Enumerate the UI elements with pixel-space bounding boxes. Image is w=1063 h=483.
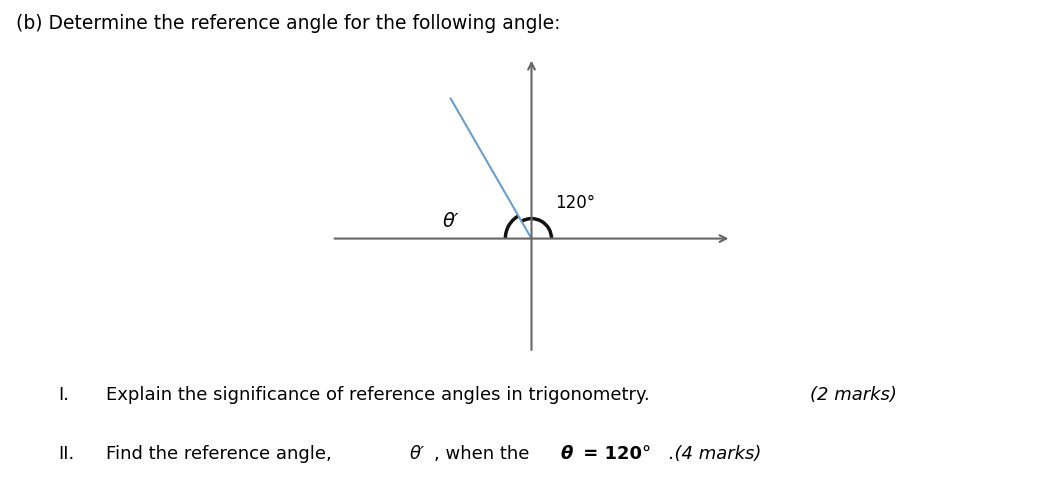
Text: θ′: θ′ [442,212,459,231]
Text: II.: II. [58,445,74,463]
Text: .(4 marks): .(4 marks) [663,445,762,463]
Text: (b) Determine the reference angle for the following angle:: (b) Determine the reference angle for th… [16,14,560,33]
Text: I.: I. [58,385,69,404]
Text: 120°: 120° [555,194,595,212]
Text: (2 marks): (2 marks) [810,385,897,404]
Text: θ′: θ′ [409,445,424,463]
Text: Explain the significance of reference angles in trigonometry.: Explain the significance of reference an… [106,385,656,404]
Text: Find the reference angle,: Find the reference angle, [106,445,338,463]
Text: , when the: , when the [434,445,535,463]
Text: θ: θ [560,445,573,463]
Text: = 120°: = 120° [577,445,652,463]
